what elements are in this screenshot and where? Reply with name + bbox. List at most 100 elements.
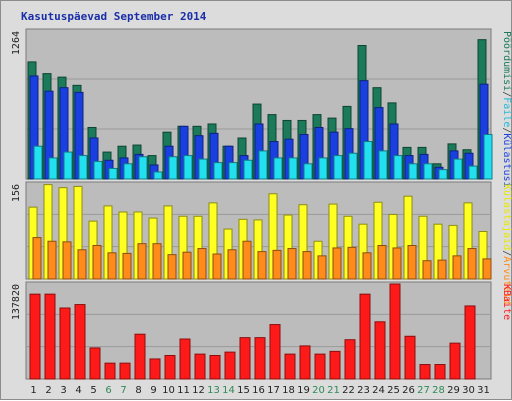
bar-red-day-29: [449, 342, 461, 380]
legend-item: /: [501, 127, 512, 133]
bar-orange-day-24: [377, 245, 387, 280]
bar-orange-day-14: [227, 249, 237, 280]
x-tick-day-23: 23: [357, 385, 370, 396]
bar-red-day-30: [464, 305, 476, 380]
x-tick-day-26: 26: [402, 385, 415, 396]
legend: Külastajaid/Arvuteid: [501, 184, 512, 304]
x-tick-day-25: 25: [387, 385, 400, 396]
bar-orange-day-2: [47, 240, 57, 280]
bar-cyan-day-23: [363, 141, 373, 180]
bar-cyan-day-18: [288, 157, 298, 180]
bar-orange-day-16: [257, 251, 267, 280]
bar-cyan-day-29: [453, 158, 463, 180]
bar-orange-day-30: [467, 248, 477, 280]
y-max-label: 137820: [11, 284, 22, 320]
bar-cyan-day-14: [228, 162, 238, 180]
bar-cyan-day-7: [123, 163, 133, 180]
bar-cyan-day-24: [378, 150, 388, 180]
bar-orange-day-22: [347, 246, 357, 280]
bar-red-day-6: [104, 362, 116, 380]
legend-item: Külastusi: [501, 133, 512, 187]
legend-item: /: [501, 91, 512, 97]
x-tick-day-14: 14: [222, 385, 235, 396]
x-tick-day-27: 27: [417, 385, 430, 396]
bar-red-day-19: [299, 345, 311, 380]
bar-orange-day-1: [32, 237, 42, 280]
bar-cyan-day-5: [93, 160, 103, 180]
bar-red-day-8: [134, 333, 146, 380]
bar-cyan-day-22: [348, 152, 358, 180]
chart-title: Kasutuspäevad September 2014: [21, 10, 207, 23]
x-tick-day-17: 17: [267, 385, 280, 396]
panel-1: 1264 Pöördumisi/Faile/Külastusi: [11, 28, 512, 188]
bar-red-day-2: [44, 293, 56, 380]
bar-orange-day-23: [362, 252, 372, 280]
bar-red-day-24: [374, 321, 386, 380]
legend: Pöördumisi/Faile/Külastusi: [501, 31, 512, 188]
bar-cyan-day-28: [438, 169, 448, 180]
bar-orange-day-28: [437, 259, 447, 280]
bar-cyan-day-10: [168, 156, 178, 180]
bar-red-day-27: [419, 364, 431, 380]
bar-red-day-7: [119, 362, 131, 380]
bar-red-day-23: [359, 293, 371, 380]
bar-orange-day-5: [92, 245, 102, 280]
x-tick-day-16: 16: [252, 385, 265, 396]
bar-orange-day-25: [392, 247, 402, 280]
bar-red-day-26: [404, 335, 416, 380]
bar-red-day-10: [164, 354, 176, 380]
bar-cyan-day-3: [63, 151, 73, 180]
bar-orange-day-29: [452, 255, 462, 280]
bar-orange-day-4: [77, 249, 87, 280]
x-tick-day-18: 18: [282, 385, 295, 396]
legend-item: Külastajaid: [501, 184, 512, 250]
bar-red-day-21: [329, 350, 341, 380]
bar-cyan-day-6: [108, 167, 118, 180]
bar-cyan-day-27: [423, 163, 433, 180]
bar-orange-day-31: [482, 258, 492, 280]
bar-cyan-day-8: [138, 156, 148, 180]
bar-red-day-12: [194, 353, 206, 380]
bar-cyan-day-16: [258, 150, 268, 180]
bar-red-day-25: [389, 283, 401, 380]
x-tick-day-1: 1: [30, 385, 36, 396]
bar-cyan-day-15: [243, 159, 253, 180]
x-tick-day-4: 4: [75, 385, 81, 396]
x-tick-day-29: 29: [447, 385, 460, 396]
x-tick-day-15: 15: [237, 385, 250, 396]
bar-cyan-day-4: [78, 155, 88, 180]
legend-item: Pöördumisi: [501, 31, 512, 91]
bar-cyan-day-2: [48, 157, 58, 180]
bar-red-day-18: [284, 353, 296, 380]
legend: KBaite: [501, 284, 512, 320]
bar-red-day-4: [74, 304, 86, 380]
bar-red-day-16: [254, 337, 266, 380]
bar-orange-day-17: [272, 249, 282, 280]
bar-orange-day-9: [152, 243, 162, 280]
bar-cyan-day-1: [33, 145, 43, 180]
legend-item: KBaite: [501, 284, 512, 320]
x-tick-day-31: 31: [477, 385, 490, 396]
x-tick-day-20: 20: [312, 385, 325, 396]
bar-cyan-day-12: [198, 158, 208, 180]
bar-orange-day-27: [422, 260, 432, 280]
bar-cyan-day-25: [393, 155, 403, 180]
bar-red-day-11: [179, 338, 191, 380]
bar-red-day-15: [239, 337, 251, 380]
bar-red-day-1: [29, 293, 41, 380]
x-tick-day-8: 8: [135, 385, 141, 396]
bar-orange-day-11: [182, 251, 192, 280]
legend-item: Faile: [501, 97, 512, 127]
bar-red-day-22: [344, 339, 356, 380]
x-tick-day-9: 9: [150, 385, 156, 396]
bar-cyan-day-26: [408, 163, 418, 180]
x-axis-labels: 1 2 3 4 5 6 7 8 9 10 11 12 13 14 15 16 17 18 19 20 21 22 23 24 2…: [30, 385, 490, 396]
bar-cyan-day-17: [273, 157, 283, 180]
x-tick-day-24: 24: [372, 385, 385, 396]
bar-red-day-28: [434, 364, 446, 380]
bar-cyan-day-20: [318, 157, 328, 180]
bar-red-day-9: [149, 358, 161, 380]
